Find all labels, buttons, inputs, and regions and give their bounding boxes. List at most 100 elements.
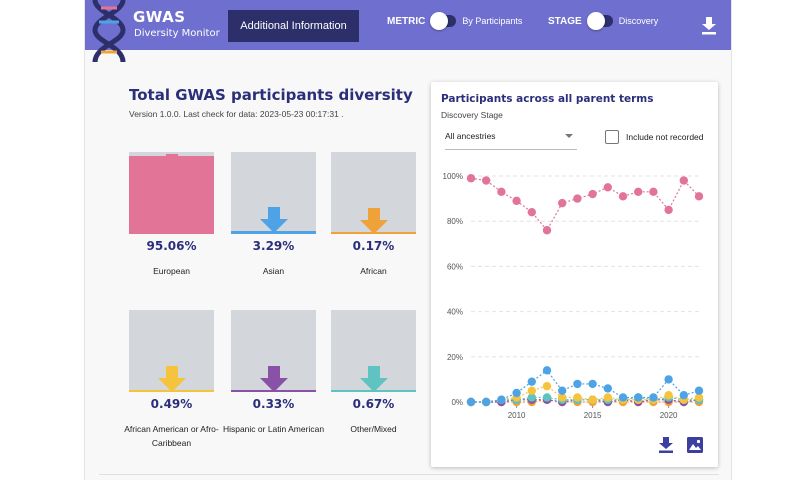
data-point <box>588 395 597 404</box>
data-point <box>634 393 643 402</box>
x-tick-label: 2015 <box>584 411 602 420</box>
series-line <box>471 399 699 403</box>
down-arrow-icon <box>259 366 288 392</box>
data-point <box>542 393 552 402</box>
ancestry-tile-asian: 3.29% Asian <box>231 152 316 276</box>
y-tick-label: 80% <box>447 217 463 226</box>
data-point <box>588 379 597 389</box>
stage-toggle-group: STAGE Discovery <box>548 12 659 30</box>
data-point <box>664 205 673 215</box>
y-tick-label: 60% <box>447 262 463 271</box>
ancestry-name: African <box>360 266 387 276</box>
y-tick-label: 0% <box>451 398 463 407</box>
logo-title: GWAS <box>133 8 186 26</box>
ancestry-tile-box <box>331 152 416 234</box>
data-point <box>649 393 658 402</box>
section-divider <box>99 474 719 475</box>
ancestry-select-value: All ancestries <box>445 131 496 141</box>
data-point <box>694 192 704 201</box>
data-point <box>558 393 567 402</box>
page-title: Total GWAS participants diversity <box>129 86 413 104</box>
data-point <box>618 192 628 201</box>
ancestry-tile-box <box>129 152 214 234</box>
data-point <box>573 379 582 389</box>
data-point <box>527 386 536 395</box>
down-arrow-icon <box>359 208 388 234</box>
include-not-recorded-label: Include not recorded <box>626 132 704 142</box>
data-point <box>482 397 491 407</box>
ancestry-select[interactable]: All ancestries <box>445 128 577 150</box>
data-point <box>512 388 521 398</box>
header-bar: GWAS Diversity Monitor Additional Inform… <box>85 0 731 62</box>
data-point <box>634 187 643 197</box>
down-arrow-icon <box>157 366 186 392</box>
x-tick-label: 2020 <box>660 411 678 420</box>
data-point <box>664 391 673 400</box>
data-point <box>482 176 491 185</box>
ancestry-tile-box <box>129 310 214 392</box>
ancestry-name: African American or Afro-Caribbean <box>124 424 219 448</box>
data-point <box>588 189 597 199</box>
metric-toggle-group: METRIC By Participants <box>387 12 523 30</box>
download-icon[interactable] <box>658 437 674 453</box>
data-point <box>527 393 536 402</box>
chart-subtitle: Discovery Stage <box>441 110 503 120</box>
data-point <box>527 377 536 386</box>
ancestry-tile-african-american: 0.49% African American or Afro-Caribbean <box>124 310 219 448</box>
ancestry-tile-european: 95.06% European <box>129 152 214 276</box>
ancestry-tile-hispanic: 0.33% Hispanic or Latin American <box>223 310 324 434</box>
stage-value: Discovery <box>618 16 659 26</box>
data-point <box>664 375 673 384</box>
data-point <box>573 194 582 203</box>
x-tick-label: 2010 <box>508 411 526 420</box>
metric-label: METRIC <box>387 15 426 27</box>
ancestry-name: Hispanic or Latin American <box>222 424 325 434</box>
down-arrow-icon <box>359 366 388 392</box>
ancestry-tile-box <box>231 152 316 234</box>
ancestry-percent: 0.67% <box>352 397 395 411</box>
logo-subtitle: Diversity Monitor <box>134 28 220 39</box>
data-point <box>694 393 704 402</box>
data-point <box>466 174 476 183</box>
y-tick-label: 20% <box>447 353 463 362</box>
image-icon[interactable] <box>687 437 703 453</box>
data-point <box>603 384 612 393</box>
down-arrow-icon <box>157 154 186 180</box>
metric-value: By Participants <box>462 16 523 26</box>
data-point <box>603 393 612 402</box>
stage-label: STAGE <box>548 15 582 27</box>
data-point <box>694 386 704 395</box>
ancestry-name: Other/Mixed <box>350 424 397 434</box>
data-point <box>497 187 506 197</box>
ancestry-name: European <box>153 266 190 276</box>
ancestry-percent: 3.29% <box>252 239 295 253</box>
series-line <box>470 177 700 232</box>
ancestry-tile-box <box>331 310 416 392</box>
y-tick-label: 100% <box>443 172 463 181</box>
ancestry-name: Asian <box>262 266 285 276</box>
ancestry-tile-other-mixed: 0.67% Other/Mixed <box>331 310 416 434</box>
caret-down-icon <box>565 134 573 138</box>
ancestry-percent: 0.33% <box>252 397 295 411</box>
participants-line-chart: 0% 20% 40% 60% 80% 100% 2010 2015 2020 <box>443 172 704 420</box>
series-line <box>471 385 700 403</box>
additional-information-button[interactable]: Additional Information <box>228 10 359 42</box>
stage-toggle-knob <box>586 12 605 30</box>
data-point <box>573 393 582 402</box>
data-point <box>497 395 506 404</box>
stage-toggle[interactable] <box>586 12 613 30</box>
data-point <box>558 386 567 395</box>
data-point <box>542 366 552 375</box>
participants-chart-card: Participants across all parent terms Dis… <box>431 82 718 467</box>
ancestry-tile-african: 0.17% African <box>331 152 416 276</box>
down-arrow-icon <box>259 207 288 234</box>
data-point <box>649 187 658 197</box>
ancestry-percent: 0.17% <box>352 239 395 253</box>
metric-toggle-knob <box>430 12 449 30</box>
app-frame: GWAS Diversity Monitor Additional Inform… <box>84 0 732 480</box>
data-point <box>558 198 567 208</box>
include-not-recorded-checkbox[interactable] <box>605 130 619 144</box>
download-icon[interactable] <box>701 17 717 35</box>
data-point <box>542 226 552 235</box>
metric-toggle[interactable] <box>430 12 457 30</box>
